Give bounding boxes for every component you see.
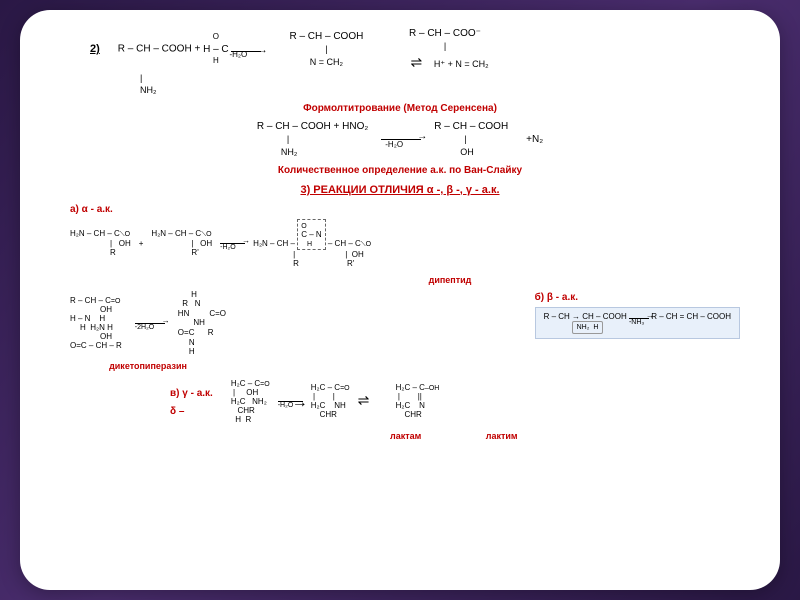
s2-cond: -H₂O — [229, 50, 247, 60]
b-prod: R – CH = CH – COOH — [651, 312, 731, 321]
beta-reaction: R – CH → CH – COOH -NH₃ → R – CH = CH – … — [535, 307, 740, 339]
s2-plus: + — [194, 44, 200, 55]
dkp-cond: -2H₂O — [135, 324, 154, 331]
vs-r1-sub: NH₂ — [281, 147, 298, 157]
vs-r1: R – CH – COOH + HNO₂ — [257, 121, 368, 132]
a-r2: H₂N – CH – C — [151, 229, 201, 238]
b-sub1: NH₂ — [577, 324, 590, 331]
b-r1: R – CH → CH – COOH — [544, 312, 627, 321]
s2-r2-bot: H — [203, 56, 229, 66]
delta-label: δ – — [170, 406, 184, 417]
alpha-reaction-2: R – CH – C=O OH H – N H H H₂N H OH O=C –… — [70, 288, 226, 371]
s2-reactant2: H – C — [203, 44, 229, 55]
reaction-vanslyke: R – CH – COOH + HNO₂ | NH₂ -H₂O → R – CH… — [50, 120, 750, 159]
a-r1: H₂N – CH – C — [70, 229, 120, 238]
vs-prod-sub: OH — [460, 147, 474, 157]
s2-product2: R – CH – COO⁻ — [409, 28, 481, 39]
alpha-label: а) α - а.к. — [70, 204, 750, 215]
caption-sorensen: Формолтитрование (Метод Серенсена) — [50, 103, 750, 114]
a-r2-r: R' — [191, 248, 198, 257]
beta-label: б) β - а.к. — [535, 292, 740, 303]
vs-cond: -H₂O — [385, 140, 403, 150]
dipeptide-label: дипептид — [429, 275, 472, 285]
b-cond: -NH₃ — [629, 319, 644, 326]
section-3-header: 3) РЕАКЦИИ ОТЛИЧИЯ α -, β -, γ - а.к. — [50, 184, 750, 196]
a-cond: -H₂O — [220, 244, 236, 251]
slide-container: 2) R – CH – COOH + O H – C H -H₂O → R – … — [20, 10, 780, 590]
dkp-label: дикетопиперазин — [109, 361, 187, 371]
caption-vanslyke: Количественное определение а.к. по Ван-С… — [50, 165, 750, 176]
lactim-label: лактим — [486, 431, 518, 441]
s2-reactant1: R – CH – COOH — [118, 44, 192, 55]
alpha-reaction-1: H₂N – CH – C⟍O | OH R + H₂N – CH – C⟍O |… — [70, 219, 750, 268]
s2-product1-sub: N = CH₂ — [310, 57, 343, 67]
vs-extra: +N₂ — [526, 133, 543, 146]
s2-product1: R – CH – COOH — [289, 31, 363, 42]
lactam-label: лактам — [390, 431, 421, 441]
reaction-2: 2) R – CH – COOH + O H – C H -H₂O → R – … — [90, 27, 750, 71]
gamma-section: в) γ - а.к. δ – H₂C – C=O | OH H₂C NH₂ C… — [170, 379, 750, 424]
s2-r2-top: O — [203, 32, 229, 42]
vs-prod: R – CH – COOH — [434, 121, 508, 132]
s2-product2-sub: H⁺ + N = CH₂ — [434, 59, 489, 69]
b-sub2: H — [593, 324, 598, 331]
a-r1-r: R — [110, 248, 116, 257]
s2-r1-sub: NH₂ — [140, 85, 157, 95]
section-2-number: 2) — [90, 43, 100, 55]
gamma-label: в) γ - а.к. — [170, 388, 213, 399]
